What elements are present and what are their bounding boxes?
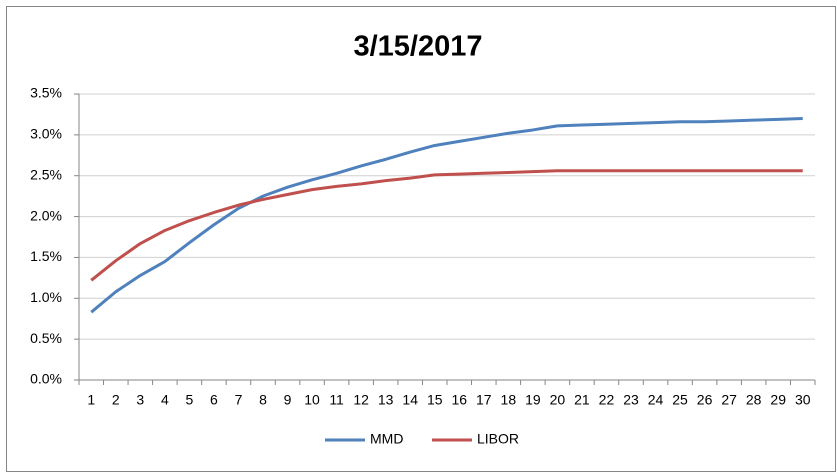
chart-title: 3/15/2017 (353, 31, 482, 63)
x-tick-label: 17 (476, 392, 492, 408)
x-tick-label: 21 (574, 392, 590, 408)
x-tick-label: 18 (501, 392, 517, 408)
x-tick-label: 25 (672, 392, 688, 408)
x-tick-label: 10 (304, 392, 320, 408)
x-tick-label: 12 (353, 392, 369, 408)
x-tick-label: 9 (284, 392, 292, 408)
x-tick-label: 5 (186, 392, 194, 408)
x-tick-label: 24 (648, 392, 664, 408)
x-tick-label: 2 (112, 392, 120, 408)
x-tick-label: 30 (795, 392, 811, 408)
series-line (90, 169, 803, 282)
x-tick-label: 6 (210, 392, 218, 408)
x-tick-label: 22 (599, 392, 615, 408)
legend-label: MMD (370, 431, 403, 447)
x-tick-label: 19 (525, 392, 541, 408)
x-tick-label: 3 (136, 392, 144, 408)
legend-label: LIBOR (477, 431, 519, 447)
x-tick-label: 23 (623, 392, 639, 408)
y-tick-label: 1.5% (30, 248, 62, 264)
x-tick-label: 26 (697, 392, 713, 408)
x-tick-label: 27 (721, 392, 737, 408)
x-tick-label: 13 (378, 392, 394, 408)
y-tick-label: 2.5% (30, 166, 62, 182)
x-tick-label: 1 (87, 392, 95, 408)
series-line (90, 117, 803, 314)
x-tick-label: 11 (329, 392, 344, 408)
y-tick-label: 3.0% (30, 126, 62, 142)
chart-border (6, 6, 836, 472)
x-tick-label: 29 (770, 392, 786, 408)
x-tick-label: 15 (427, 392, 443, 408)
x-tick-label: 4 (161, 392, 169, 408)
x-tick-label: 28 (746, 392, 762, 408)
y-tick-label: 0.5% (30, 330, 62, 346)
x-tick-label: 20 (550, 392, 566, 408)
y-tick-label: 2.0% (30, 207, 62, 223)
x-tick-label: 7 (235, 392, 243, 408)
x-tick-label: 16 (451, 392, 467, 408)
y-tick-label: 0.0% (30, 371, 62, 387)
y-tick-label: 3.5% (30, 85, 62, 101)
x-tick-label: 14 (402, 392, 418, 408)
y-tick-label: 1.0% (30, 289, 62, 305)
x-tick-label: 8 (259, 392, 267, 408)
